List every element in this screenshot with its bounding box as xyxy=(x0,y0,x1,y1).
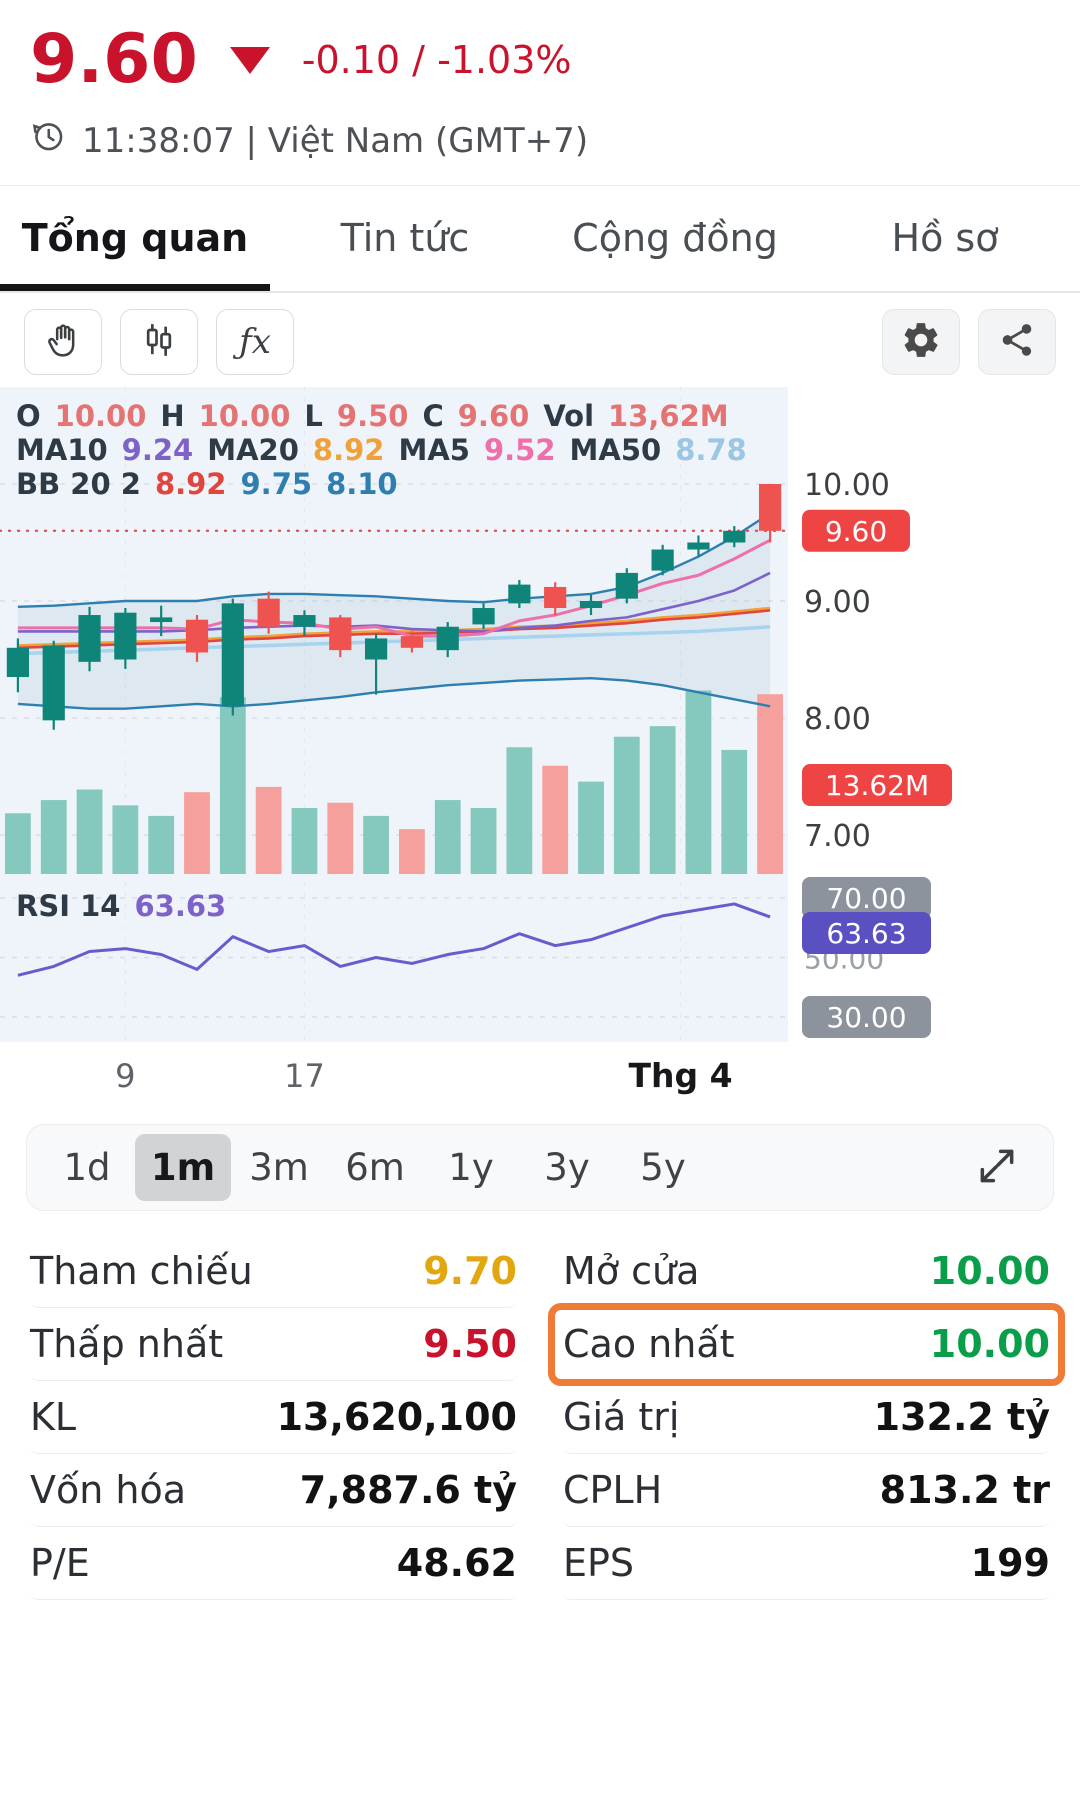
chart-legend: O 10.00 H 10.00 L 9.50 C 9.60 Vol 13,62M MA10 9.24 M… xyxy=(16,399,761,501)
stat-value: 132.2 tỷ xyxy=(873,1395,1050,1439)
tab-tin-tuc[interactable]: Tin tức xyxy=(340,216,470,260)
price-change: -0.10 / -1.03% xyxy=(301,38,572,82)
range-1d[interactable]: 1d xyxy=(63,1146,111,1189)
stats-table: Tham chiếu 9.70 Thấp nhất 9.50 KL 13,620,100 V… xyxy=(0,1235,1080,1600)
gear-icon xyxy=(900,319,942,365)
legend-row-3: BB 20 2 8.92 9.75 8.10 xyxy=(16,467,398,501)
stat-value: 10.00 xyxy=(929,1249,1050,1293)
chart-panel: 10.00 9.00 8.00 7.00 50.00 9.60 13.62M 70.00 30.… xyxy=(0,387,1080,1102)
stat-label: EPS xyxy=(563,1541,635,1585)
tab-tong-quan[interactable]: Tổng quan xyxy=(0,186,270,291)
stat-value: 9.70 xyxy=(423,1249,517,1293)
svg-text:63.63: 63.63 xyxy=(826,917,906,950)
fullscreen-button[interactable] xyxy=(953,1139,1041,1197)
stat-label: CPLH xyxy=(563,1468,663,1512)
price-chart-svg[interactable]: 10.009.008.007.0050.009.6013.62M70.0030.… xyxy=(0,387,1080,1102)
share-icon xyxy=(998,321,1036,363)
rsi-legend: RSI 14 63.63 xyxy=(16,889,227,923)
share-button[interactable] xyxy=(978,309,1056,375)
stat-row-right-3: CPLH 813.2 tr xyxy=(563,1454,1050,1527)
stat-label: Vốn hóa xyxy=(30,1468,187,1512)
stat-value: 48.62 xyxy=(396,1541,517,1585)
stat-label: Cao nhất xyxy=(563,1322,735,1366)
stat-label: P/E xyxy=(30,1541,90,1585)
toolbar-right-group xyxy=(882,309,1056,375)
stat-label: Thấp nhất xyxy=(30,1322,224,1366)
tab-cong-dong[interactable]: Cộng đồng xyxy=(572,216,778,260)
svg-text:8.00: 8.00 xyxy=(804,702,871,737)
candle-style-button[interactable] xyxy=(120,309,198,375)
stat-row-left-4: P/E 48.62 xyxy=(30,1527,517,1600)
chart-toolbar: ƒx xyxy=(0,293,1080,387)
svg-text:7.00: 7.00 xyxy=(804,819,871,854)
down-triangle-icon xyxy=(229,46,270,74)
stat-value: 10.00 xyxy=(929,1322,1050,1366)
stat-row-left-3: Vốn hóa 7,887.6 tỷ xyxy=(30,1454,517,1527)
stat-value: 199 xyxy=(970,1541,1050,1585)
indicator-fx-button[interactable]: ƒx xyxy=(216,309,294,375)
range-selector: 1d 1m 3m 6m 1y 3y 5y xyxy=(26,1124,1054,1211)
stat-value: 813.2 tr xyxy=(879,1468,1050,1512)
svg-text:9.60: 9.60 xyxy=(825,515,887,548)
pan-hand-icon xyxy=(43,320,83,364)
stat-row-left-2: KL 13,620,100 xyxy=(30,1381,517,1454)
stat-row-right-0: Mở cửa 10.00 xyxy=(563,1235,1050,1308)
stat-row-right-4: EPS 199 xyxy=(563,1527,1050,1600)
stat-label: KL xyxy=(30,1395,77,1439)
market-time: 11:38:07 | Việt Nam (GMT+7) xyxy=(82,120,589,161)
svg-text:Thg 4: Thg 4 xyxy=(629,1056,733,1095)
legend-row-1: O 10.00 H 10.00 L 9.50 C 9.60 Vol 13,62M xyxy=(16,399,729,433)
stat-label: Giá trị xyxy=(563,1395,680,1439)
stats-column-left: Tham chiếu 9.70 Thấp nhất 9.50 KL 13,620,100 V… xyxy=(30,1235,517,1600)
range-5y[interactable]: 5y xyxy=(640,1146,686,1189)
svg-text:30.00: 30.00 xyxy=(826,1001,906,1034)
price-row: 9.60 -0.10 / -1.03% xyxy=(30,26,1050,94)
tab-bar: Tổng quan Tin tức Cộng đồng Hồ sơ xyxy=(0,186,1080,293)
range-3m[interactable]: 3m xyxy=(249,1146,309,1189)
pan-hand-button[interactable] xyxy=(24,309,102,375)
fx-icon: ƒx xyxy=(239,322,271,362)
stat-row-left-1: Thấp nhất 9.50 xyxy=(30,1308,517,1381)
stat-row-right-1: Cao nhất 10.00 xyxy=(548,1303,1065,1386)
range-1y[interactable]: 1y xyxy=(448,1146,494,1189)
svg-text:13.62M: 13.62M xyxy=(825,769,929,802)
expand-icon xyxy=(975,1144,1019,1192)
stat-value: 7,887.6 tỷ xyxy=(299,1468,517,1512)
stats-column-right: Mở cửa 10.00 Cao nhất 10.00 Giá trị 132.2 tỷ C… xyxy=(548,1235,1065,1600)
stat-value: 13,620,100 xyxy=(276,1395,517,1439)
candlestick-icon xyxy=(139,320,179,364)
svg-text:10.00: 10.00 xyxy=(804,468,890,503)
range-1m[interactable]: 1m xyxy=(135,1134,231,1201)
price-header: 9.60 -0.10 / -1.03% 11:38:07 | Việt Nam … xyxy=(0,0,1080,186)
svg-text:9.00: 9.00 xyxy=(804,585,871,620)
range-3y[interactable]: 3y xyxy=(544,1146,590,1189)
stat-value: 9.50 xyxy=(423,1322,517,1366)
svg-text:9: 9 xyxy=(115,1057,135,1095)
settings-button[interactable] xyxy=(882,309,960,375)
svg-text:17: 17 xyxy=(284,1057,325,1095)
stat-row-right-2: Giá trị 132.2 tỷ xyxy=(563,1381,1050,1454)
history-clock-icon xyxy=(30,118,66,163)
range-6m[interactable]: 6m xyxy=(345,1146,405,1189)
tab-ho-so[interactable]: Hồ sơ xyxy=(891,216,999,260)
current-price: 9.60 xyxy=(30,20,198,99)
legend-row-2: MA10 9.24 MA20 8.92 MA5 9.52 MA50 8.78 xyxy=(16,433,747,467)
svg-text:70.00: 70.00 xyxy=(826,882,906,915)
stat-label: Mở cửa xyxy=(563,1249,700,1293)
stat-label: Tham chiếu xyxy=(30,1249,253,1293)
market-time-row: 11:38:07 | Việt Nam (GMT+7) xyxy=(30,118,1050,163)
toolbar-left-group: ƒx xyxy=(24,309,294,375)
stat-row-left-0: Tham chiếu 9.70 xyxy=(30,1235,517,1308)
